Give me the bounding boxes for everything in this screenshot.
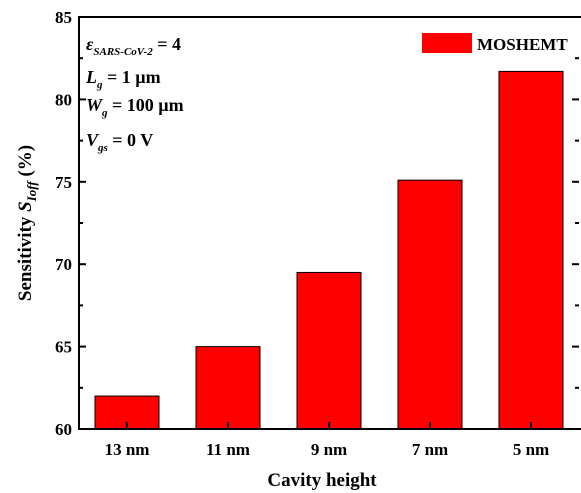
bar-7-nm <box>397 179 463 430</box>
legend-swatch <box>422 33 472 53</box>
y-tick-label: 75 <box>55 173 72 192</box>
annotation-line: Vgs = 0 V <box>86 130 153 154</box>
legend-label: MOSHEMT <box>477 35 568 54</box>
bar-11-nm <box>195 346 261 430</box>
y-axis-title-suffix: (%) <box>15 145 36 181</box>
bar-5-nm <box>498 70 564 430</box>
y-tick-label: 85 <box>55 8 72 27</box>
x-axis-title: Cavity height <box>267 470 377 491</box>
parameter-annotations: εSARS-CoV-2 = 4 Lg = 1 µm Wg = 100 µm Vgs =… <box>85 34 184 154</box>
x-tick-label: 13 nm <box>105 440 150 459</box>
y-axis-title-main: Sensitivity <box>15 212 36 301</box>
bar-9-nm <box>296 271 362 430</box>
y-axis-title-subscript: Ioff <box>24 180 39 203</box>
bars-group <box>94 70 564 430</box>
x-tick-label: 11 nm <box>206 440 250 459</box>
x-tick-label: 7 nm <box>412 440 448 459</box>
y-axis-ticks: 60 65 70 75 80 85 <box>55 8 579 439</box>
annotation-line: Lg = 1 µm <box>85 67 161 91</box>
legend: MOSHEMT <box>422 33 568 54</box>
annotation-line: εSARS-CoV-2 = 4 <box>86 34 181 58</box>
y-tick-label: 60 <box>55 420 72 439</box>
x-tick-label: 5 nm <box>513 440 549 459</box>
y-axis-title: Sensitivity SIoff (%) <box>15 145 39 301</box>
y-tick-label: 65 <box>55 338 72 357</box>
x-axis-ticks: 13 nm 11 nm 9 nm 7 nm 5 nm <box>105 422 549 459</box>
x-tick-label: 9 nm <box>311 440 347 459</box>
y-tick-label: 70 <box>55 255 72 274</box>
annotation-line: Wg = 100 µm <box>86 95 184 119</box>
y-tick-label: 80 <box>55 90 72 109</box>
y-axis-title-symbol: S <box>15 201 36 212</box>
